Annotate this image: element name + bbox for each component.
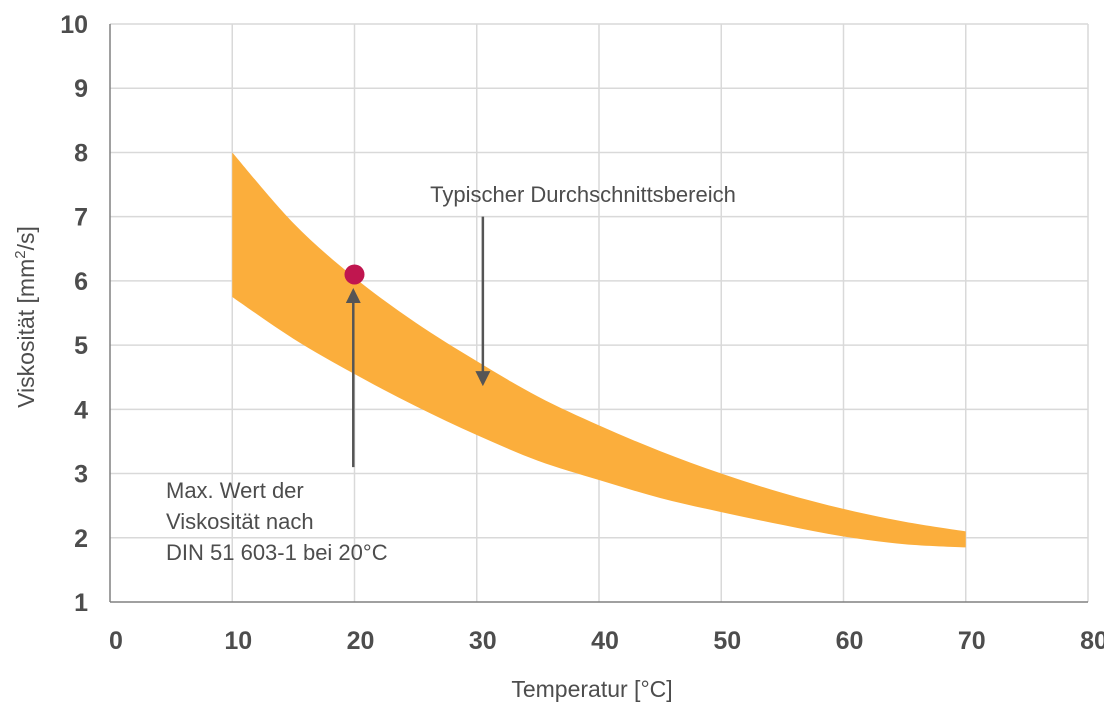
y-tick-label: 3 (74, 461, 88, 489)
y-tick-label: 10 (60, 11, 88, 39)
annotations: Typischer Durchschnittsbereich Max. Wert … (166, 182, 736, 565)
x-tick-labels: 0 10 20 30 40 50 60 70 80 (109, 627, 1104, 655)
x-tick-label: 0 (109, 627, 123, 655)
y-tick-label: 7 (74, 204, 88, 232)
annotation-average-range: Typischer Durchschnittsbereich (430, 182, 736, 207)
max-value-point (344, 264, 365, 285)
x-tick-label: 60 (836, 627, 864, 655)
y-tick-label: 2 (74, 525, 88, 553)
y-axis-title-main: Viskosität [mm (13, 259, 39, 408)
x-tick-label: 20 (347, 627, 375, 655)
y-tick-labels: 1 2 3 4 5 6 7 8 9 10 (60, 11, 88, 617)
y-axis-title: Viskosität [mm2/s] (12, 226, 39, 408)
y-tick-label: 6 (74, 268, 88, 296)
y-axis-title-superscript: 2 (12, 250, 29, 258)
x-tick-label: 80 (1080, 627, 1104, 655)
axes (109, 24, 1088, 603)
grid-lines (110, 23, 1089, 602)
y-tick-label: 4 (74, 396, 88, 424)
x-tick-label: 30 (469, 627, 497, 655)
y-axis-title-suffix: /s] (13, 226, 39, 250)
y-tick-label: 5 (74, 332, 88, 360)
x-axis-title: Temperatur [°C] (511, 676, 672, 702)
x-tick-label: 70 (958, 627, 986, 655)
markers (344, 264, 365, 285)
annotation-max-value-line: Viskosität nach (166, 509, 314, 534)
annotation-max-value-line: DIN 51 603-1 bei 20°C (166, 540, 388, 565)
y-tick-label: 9 (74, 75, 88, 103)
annotation-max-value-line: Max. Wert der (166, 478, 304, 503)
x-tick-label: 50 (713, 627, 741, 655)
y-tick-label: 1 (74, 589, 88, 617)
x-tick-label: 10 (224, 627, 252, 655)
annotation-max-value: Max. Wert der Viskosität nach DIN 51 603-1… (166, 478, 388, 565)
y-tick-label: 8 (74, 139, 88, 167)
x-tick-label: 40 (591, 627, 619, 655)
band-layer (232, 152, 966, 548)
viscosity-band (232, 152, 966, 548)
